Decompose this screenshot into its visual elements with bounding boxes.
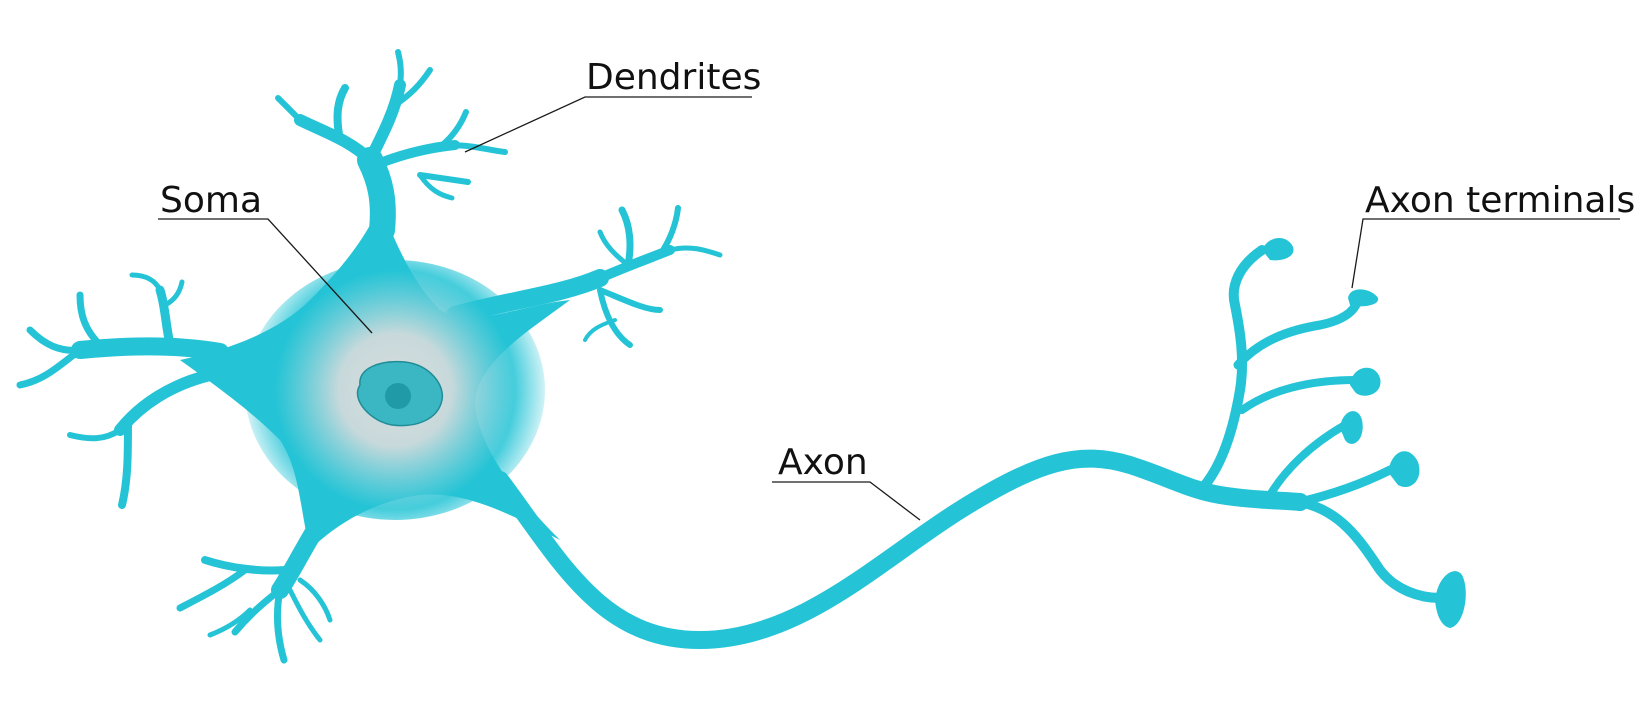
dendrites-left <box>16 272 229 509</box>
axon-terminals-leader-line <box>1351 218 1620 289</box>
axon-terminals-label: Axon terminals <box>1365 180 1635 221</box>
dendrites-top <box>275 49 508 243</box>
dendrites-leader-line <box>464 96 752 153</box>
neuron <box>16 49 1466 664</box>
axon-leader-line <box>772 481 921 521</box>
axon <box>491 449 1309 649</box>
axon-label: Axon <box>778 442 868 483</box>
axon-terminal-bulbs <box>1262 237 1466 628</box>
dendrites-bottom <box>176 521 333 664</box>
axon-terminal-branches <box>1200 245 1445 603</box>
dendrites-label: Dendrites <box>586 57 761 98</box>
soma-leader-line <box>158 218 373 334</box>
nucleolus <box>385 383 411 409</box>
soma-label: Soma <box>160 180 262 221</box>
